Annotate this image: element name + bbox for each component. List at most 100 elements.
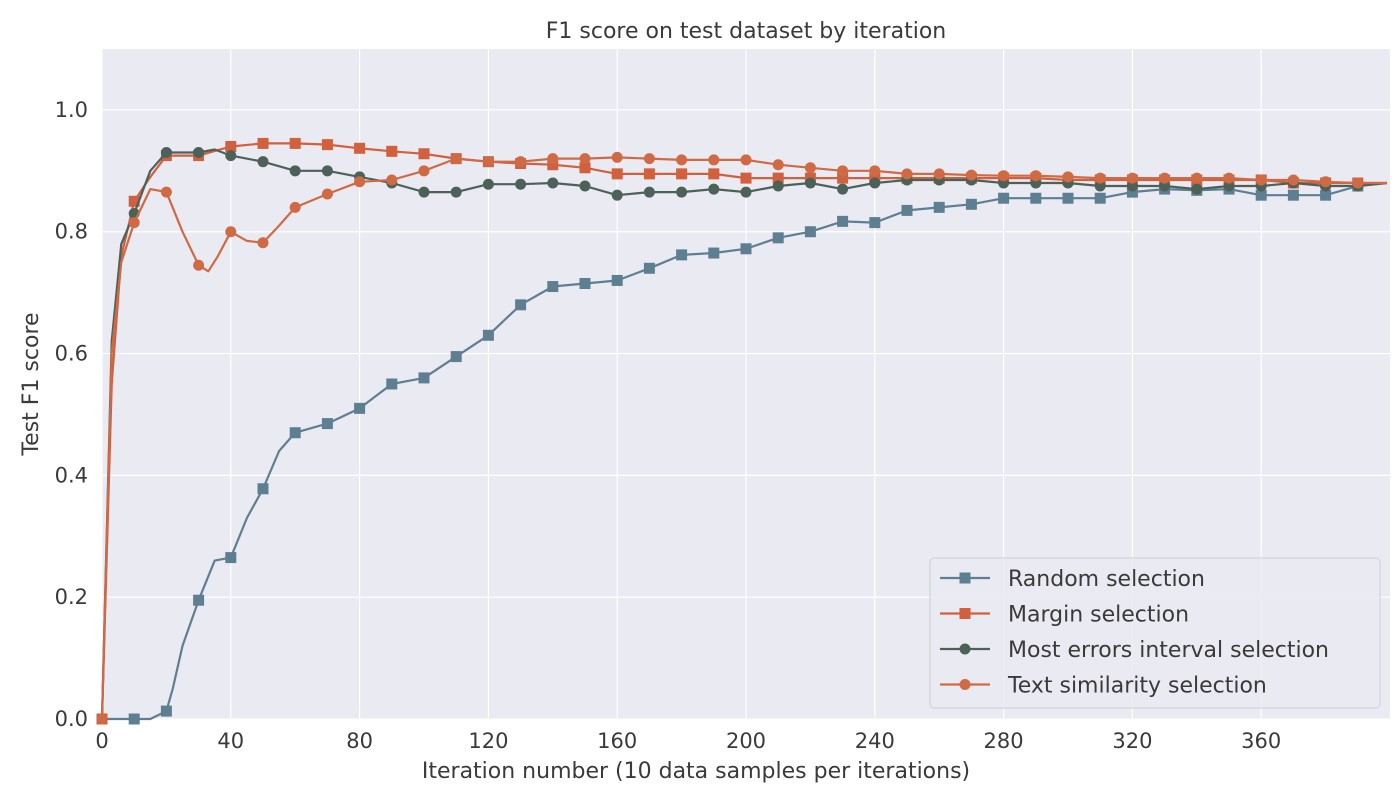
data-point <box>611 151 623 163</box>
data-point <box>772 180 784 192</box>
data-point <box>1287 174 1299 186</box>
y-axis-ticks: 0.0 0.2 0.4 0.6 0.8 1.0 <box>55 98 88 731</box>
x-tick-label: 200 <box>726 729 766 753</box>
x-tick-label: 320 <box>1112 729 1152 753</box>
data-point <box>547 159 559 171</box>
data-point <box>676 168 688 180</box>
legend-entry: Text similarity selection <box>940 674 1267 699</box>
data-point <box>740 186 752 198</box>
data-point <box>321 139 333 151</box>
data-point <box>611 189 623 201</box>
data-point <box>837 183 849 195</box>
data-point <box>450 153 462 165</box>
data-point <box>257 237 269 249</box>
data-point <box>708 183 720 195</box>
legend-marker <box>959 679 971 690</box>
data-point <box>643 168 655 180</box>
data-point <box>1191 172 1203 184</box>
data-point <box>193 259 205 271</box>
data-point <box>708 247 720 259</box>
data-point <box>740 172 752 184</box>
y-tick-label: 0.4 <box>55 463 88 487</box>
data-point <box>289 165 301 177</box>
data-point <box>579 278 591 289</box>
y-axis-title: Test F1 score <box>19 312 44 456</box>
data-point <box>418 372 430 384</box>
data-point <box>321 418 333 430</box>
data-point <box>482 156 494 168</box>
x-axis-ticks: 0 40 80 120 160 200 240 280 320 360 <box>95 729 1281 753</box>
data-point <box>193 147 205 159</box>
data-point <box>386 145 398 157</box>
data-point <box>96 713 108 725</box>
x-tick-label: 280 <box>984 729 1024 753</box>
data-point <box>257 137 269 149</box>
data-point <box>418 148 430 160</box>
data-point <box>611 274 623 286</box>
data-point <box>386 174 398 186</box>
legend-label: Most errors interval selection <box>1008 638 1329 663</box>
data-point <box>708 154 720 166</box>
x-tick-label: 80 <box>346 729 373 753</box>
data-point <box>225 226 237 238</box>
data-point <box>1126 180 1138 192</box>
data-point <box>869 165 881 177</box>
data-point <box>515 299 527 311</box>
legend-marker <box>959 643 971 655</box>
data-point <box>1094 192 1106 204</box>
data-point <box>579 162 591 174</box>
series-3 <box>96 151 1387 725</box>
data-point <box>321 165 333 177</box>
data-point <box>676 154 688 166</box>
data-point <box>1159 180 1171 192</box>
data-point <box>643 153 655 165</box>
legend-entry: Random selection <box>940 567 1205 592</box>
legend-label: Margin selection <box>1008 603 1189 628</box>
data-point <box>1126 186 1138 198</box>
data-point <box>676 249 688 261</box>
data-point <box>772 172 784 184</box>
legend-entry: Most errors interval selection <box>940 638 1329 663</box>
data-point <box>772 159 784 171</box>
legend-marker <box>959 608 971 619</box>
legend: Random selection Margin selection Most err… <box>929 557 1381 709</box>
data-point <box>933 201 945 213</box>
data-point <box>1255 189 1267 201</box>
data-point <box>160 186 172 198</box>
data-point <box>160 705 172 717</box>
data-point <box>450 351 462 363</box>
legend-box <box>929 557 1381 709</box>
data-point <box>579 180 591 192</box>
data-point <box>128 713 140 725</box>
data-point <box>676 186 688 198</box>
data-point <box>257 156 269 168</box>
data-point <box>1191 183 1203 195</box>
data-point <box>611 168 623 180</box>
data-point <box>128 217 140 229</box>
data-point <box>354 402 366 414</box>
data-point <box>837 172 849 184</box>
data-point <box>482 329 494 341</box>
data-point <box>804 177 816 189</box>
data-point <box>1094 172 1106 184</box>
data-point <box>1062 171 1074 183</box>
data-point <box>257 483 269 495</box>
x-tick-label: 40 <box>217 729 244 753</box>
y-tick-label: 0.0 <box>55 707 88 731</box>
data-point <box>1352 177 1364 189</box>
data-point <box>418 165 430 177</box>
y-tick-label: 1.0 <box>55 98 88 122</box>
data-point <box>772 232 784 244</box>
data-point <box>515 156 527 168</box>
data-point <box>1320 176 1332 188</box>
data-point <box>869 217 881 229</box>
data-point <box>547 281 559 293</box>
data-point <box>804 226 816 238</box>
x-tick-label: 0 <box>95 729 108 753</box>
x-tick-label: 240 <box>855 729 895 753</box>
data-point <box>901 168 913 180</box>
data-point <box>321 188 333 200</box>
data-point <box>1159 172 1171 184</box>
